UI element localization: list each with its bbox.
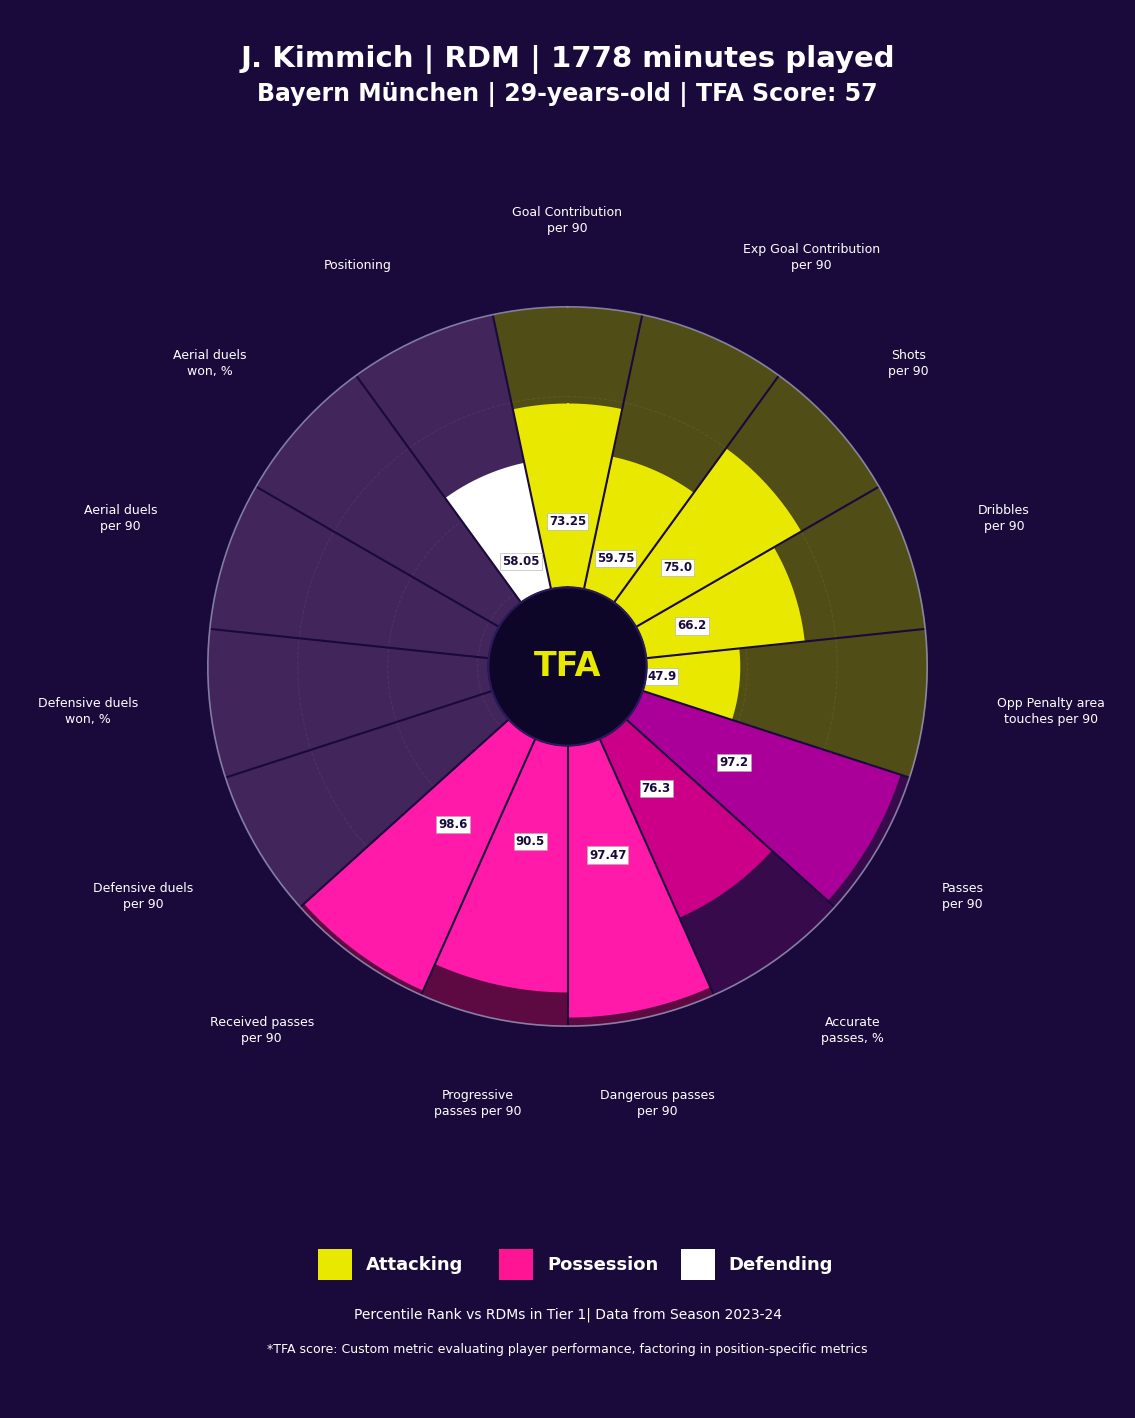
Text: 97.47: 97.47 bbox=[589, 848, 627, 862]
Text: *TFA score: Custom metric evaluating player performance, factoring in position-s: *TFA score: Custom metric evaluating pla… bbox=[267, 1343, 868, 1357]
Text: Bayern München | 29-years-old | TFA Score: 57: Bayern München | 29-years-old | TFA Scor… bbox=[258, 82, 877, 108]
Text: 98.6: 98.6 bbox=[438, 818, 468, 831]
Text: 4.0: 4.0 bbox=[536, 672, 556, 685]
Text: Possession: Possession bbox=[547, 1256, 658, 1273]
Text: 66.2: 66.2 bbox=[678, 620, 707, 632]
Text: 4.7: 4.7 bbox=[538, 644, 560, 657]
Text: 97.2: 97.2 bbox=[720, 756, 749, 769]
Text: Percentile Rank vs RDMs in Tier 1| Data from Season 2023-24: Percentile Rank vs RDMs in Tier 1| Data … bbox=[353, 1307, 782, 1322]
Text: Dribbles
per 90: Dribbles per 90 bbox=[978, 503, 1029, 533]
Text: TFA: TFA bbox=[533, 649, 602, 683]
Text: 76.3: 76.3 bbox=[641, 783, 671, 795]
Text: 5.4: 5.4 bbox=[533, 652, 554, 665]
Text: Aerial duels
won, %: Aerial duels won, % bbox=[174, 349, 246, 377]
Polygon shape bbox=[488, 587, 647, 746]
Text: Received passes
per 90: Received passes per 90 bbox=[210, 1015, 313, 1045]
Text: Passes
per 90: Passes per 90 bbox=[941, 882, 983, 912]
Text: J. Kimmich | RDM | 1778 minutes played: J. Kimmich | RDM | 1778 minutes played bbox=[241, 45, 894, 74]
FancyBboxPatch shape bbox=[681, 1249, 715, 1280]
Text: Exp Goal Contribution
per 90: Exp Goal Contribution per 90 bbox=[743, 242, 880, 272]
Text: Progressive
passes per 90: Progressive passes per 90 bbox=[434, 1089, 521, 1117]
Text: Defending: Defending bbox=[729, 1256, 833, 1273]
Text: 75.0: 75.0 bbox=[663, 560, 692, 574]
Text: 90.5: 90.5 bbox=[515, 835, 545, 848]
Text: 47.9: 47.9 bbox=[647, 669, 676, 683]
Text: Goal Contribution
per 90: Goal Contribution per 90 bbox=[513, 206, 622, 235]
Text: 58.05: 58.05 bbox=[502, 554, 539, 569]
Text: 73.25: 73.25 bbox=[549, 515, 586, 527]
Text: 59.75: 59.75 bbox=[597, 552, 634, 564]
FancyBboxPatch shape bbox=[318, 1249, 352, 1280]
Text: Opp Penalty area
touches per 90: Opp Penalty area touches per 90 bbox=[997, 698, 1104, 726]
Text: Shots
per 90: Shots per 90 bbox=[889, 349, 928, 377]
Text: Positioning: Positioning bbox=[325, 259, 392, 272]
Text: Defensive duels
per 90: Defensive duels per 90 bbox=[93, 882, 194, 912]
Text: Aerial duels
per 90: Aerial duels per 90 bbox=[84, 503, 157, 533]
Text: Defensive duels
won, %: Defensive duels won, % bbox=[37, 698, 138, 726]
FancyBboxPatch shape bbox=[499, 1249, 533, 1280]
Text: Dangerous passes
per 90: Dangerous passes per 90 bbox=[600, 1089, 715, 1117]
Text: Attacking: Attacking bbox=[365, 1256, 463, 1273]
Text: Accurate
passes, %: Accurate passes, % bbox=[822, 1015, 884, 1045]
Text: 14.1: 14.1 bbox=[520, 664, 549, 676]
